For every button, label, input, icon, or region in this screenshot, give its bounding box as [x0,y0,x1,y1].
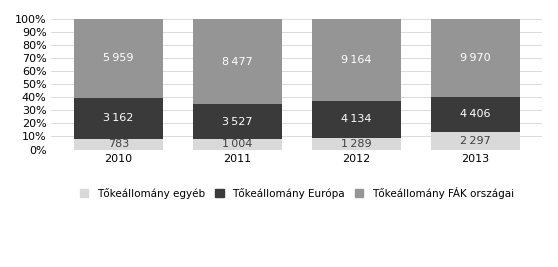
Text: 9 164: 9 164 [341,55,372,65]
Bar [193,19,282,104]
Text: 1 289: 1 289 [341,139,372,149]
Bar [431,132,520,150]
Bar [193,104,282,139]
Bar [74,19,163,97]
Text: 783: 783 [108,139,129,149]
Bar [431,97,520,132]
Bar [74,97,163,139]
Text: 3 162: 3 162 [103,113,133,123]
Bar [193,139,282,150]
Text: 4 134: 4 134 [341,115,372,124]
Text: 8 477: 8 477 [222,57,253,66]
Text: 1 004: 1 004 [222,139,253,150]
Text: 2 297: 2 297 [460,136,491,146]
Text: 9 970: 9 970 [460,53,490,63]
Bar [312,19,401,101]
Bar [312,138,401,150]
Text: 5 959: 5 959 [103,53,134,63]
Legend: Tőkeállomány egyéb, Tőkeállomány Európa, Tőkeállomány FÁK országai: Tőkeállomány egyéb, Tőkeállomány Európa,… [80,187,514,199]
Bar [74,139,163,150]
Text: 3 527: 3 527 [222,117,253,127]
Bar [431,19,520,97]
Bar [312,101,401,138]
Text: 4 406: 4 406 [460,109,490,119]
